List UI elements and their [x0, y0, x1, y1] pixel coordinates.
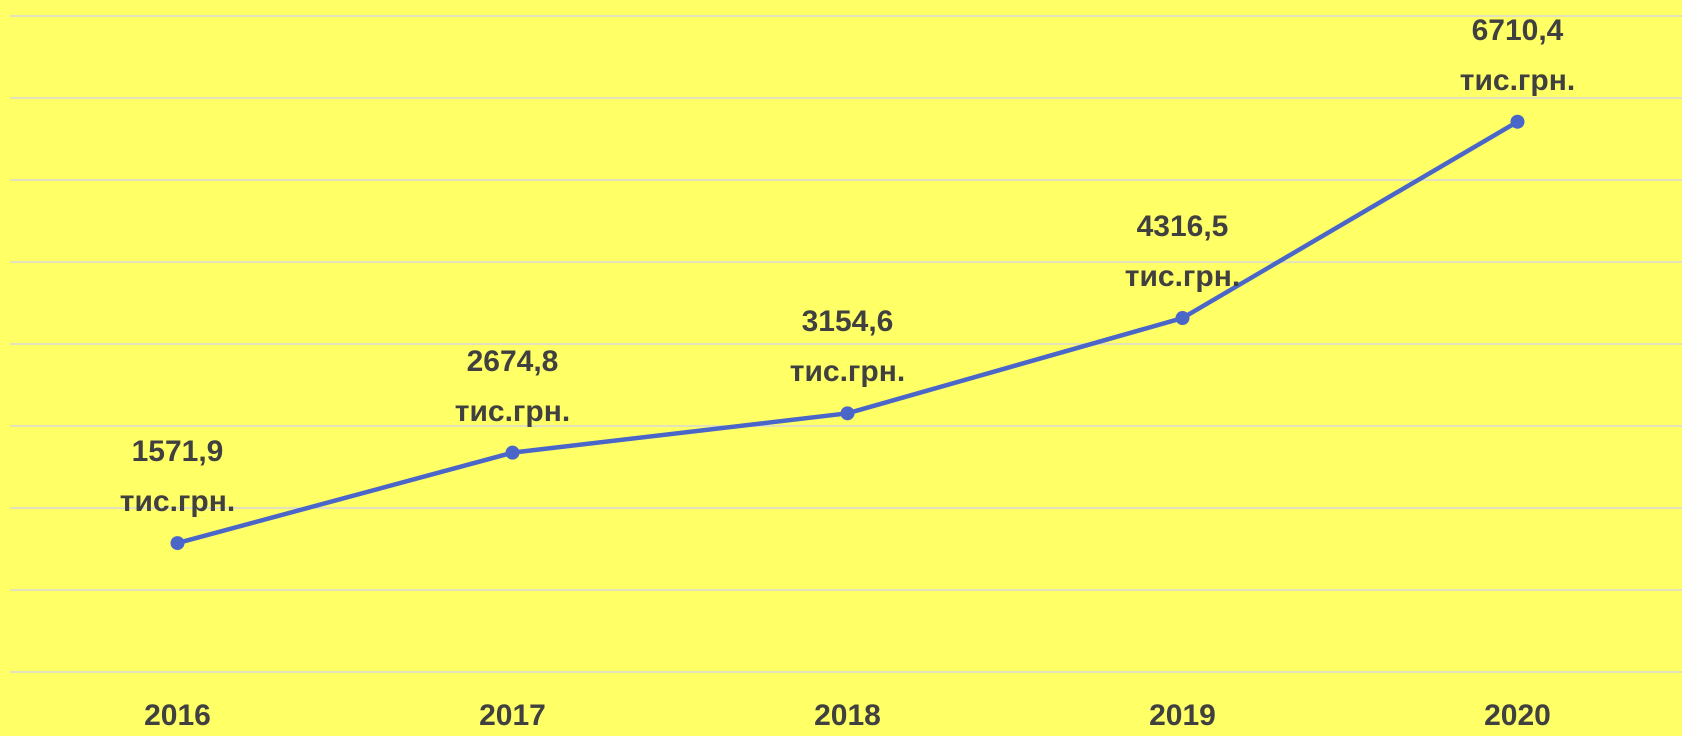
value-label: 4316,5 тис.грн.: [1124, 210, 1241, 294]
x-tick-label: 2018: [814, 699, 881, 732]
x-tick-label: 2017: [479, 699, 546, 732]
point: [170, 536, 185, 551]
point: [840, 406, 855, 421]
point: [505, 445, 520, 460]
point: [1510, 114, 1525, 129]
x-tick-label: 2019: [1149, 699, 1216, 732]
x-tick-label: 2020: [1484, 699, 1551, 732]
value-label: 2674,8 тис.грн.: [454, 344, 571, 428]
value-label: 1571,9 тис.грн.: [119, 435, 236, 519]
value-label: 6710,4 тис.грн.: [1459, 13, 1576, 97]
point: [1175, 311, 1190, 326]
x-tick-label: 2016: [144, 699, 211, 732]
value-label: 3154,6 тис.грн.: [789, 305, 906, 389]
